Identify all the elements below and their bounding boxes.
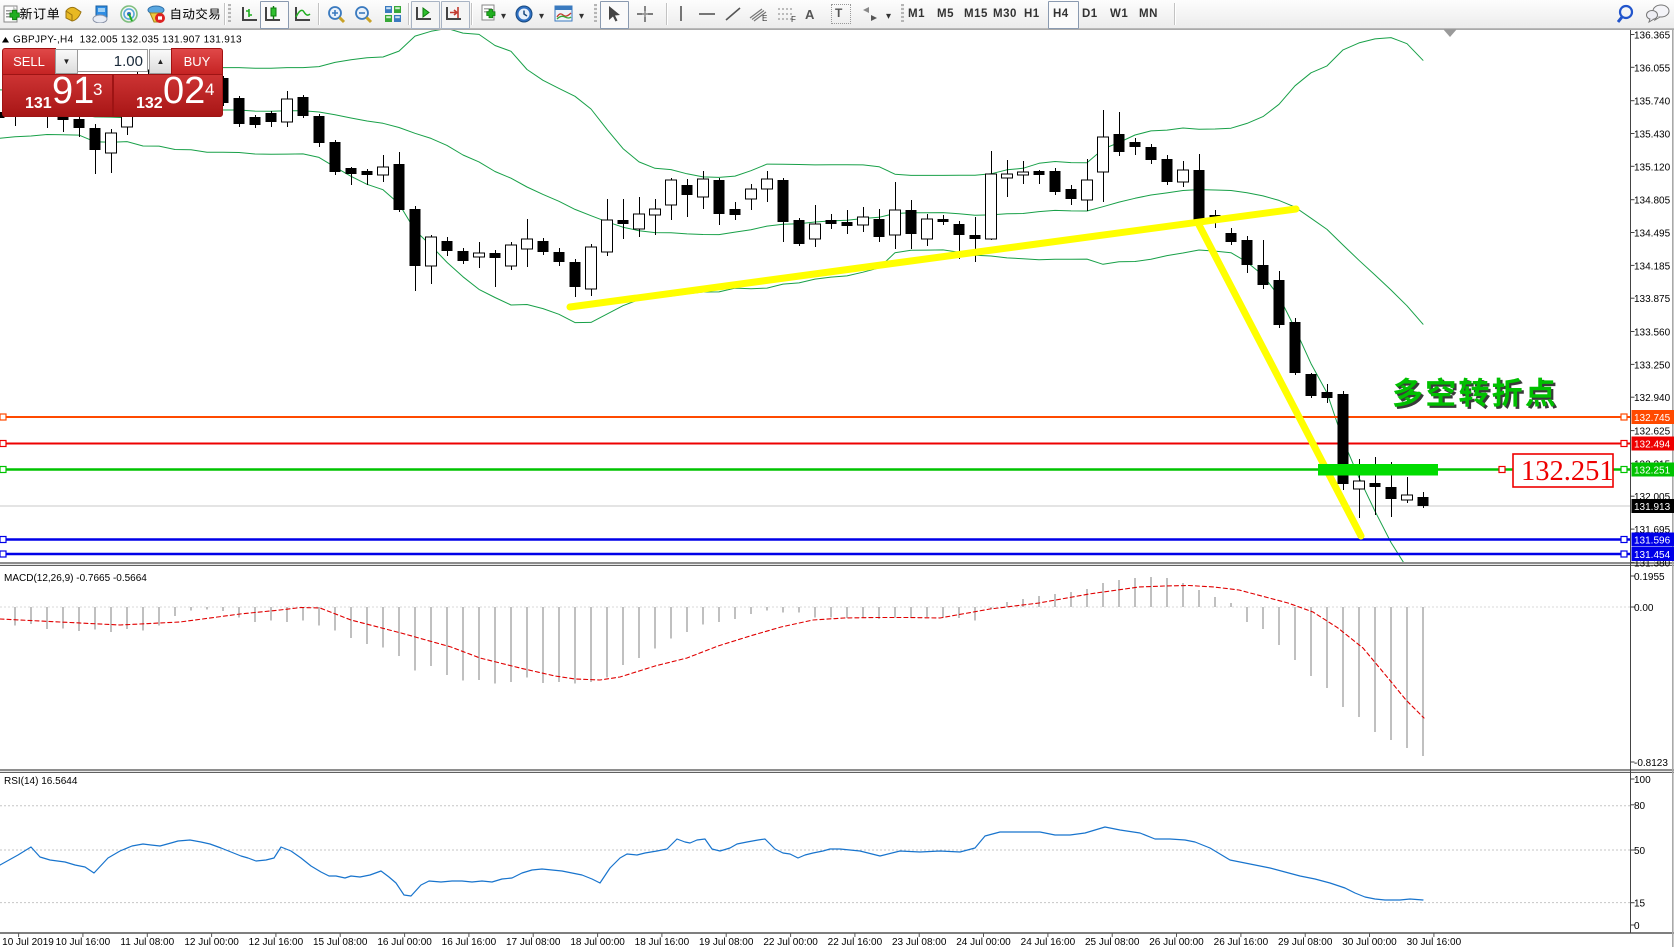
svg-text:30 Jul 00:00: 30 Jul 00:00 bbox=[1342, 937, 1397, 947]
svg-text:22 Jul 16:00: 22 Jul 16:00 bbox=[828, 937, 883, 947]
svg-text:24 Jul 16:00: 24 Jul 16:00 bbox=[1021, 937, 1076, 947]
svg-text:136.365: 136.365 bbox=[1634, 31, 1671, 42]
svg-text:0.00: 0.00 bbox=[1634, 603, 1654, 614]
svg-text:133.560: 133.560 bbox=[1634, 328, 1671, 339]
svg-text:133.250: 133.250 bbox=[1634, 360, 1671, 371]
svg-text:132.940: 132.940 bbox=[1634, 393, 1671, 404]
svg-text:GBPJPY-,H4 132.005 132.035 13: GBPJPY-,H4 132.005 132.035 131.907 131.9… bbox=[13, 35, 242, 46]
svg-text:80: 80 bbox=[1634, 801, 1646, 812]
svg-text:50: 50 bbox=[1634, 846, 1646, 857]
svg-text:11 Jul 08:00: 11 Jul 08:00 bbox=[120, 937, 174, 947]
svg-text:136.055: 136.055 bbox=[1634, 63, 1671, 74]
svg-text:16 Jul 16:00: 16 Jul 16:00 bbox=[442, 937, 497, 947]
svg-text:15: 15 bbox=[1634, 899, 1646, 910]
svg-text:26 Jul 00:00: 26 Jul 00:00 bbox=[1149, 937, 1204, 947]
svg-text:134.185: 134.185 bbox=[1634, 261, 1671, 272]
svg-text:RSI(14) 16.5644: RSI(14) 16.5644 bbox=[4, 776, 78, 787]
svg-text:0: 0 bbox=[1634, 921, 1640, 932]
svg-text:15 Jul 08:00: 15 Jul 08:00 bbox=[313, 937, 368, 947]
svg-text:132.251: 132.251 bbox=[1634, 466, 1671, 477]
svg-text:0.1955: 0.1955 bbox=[1634, 572, 1665, 583]
svg-text:23 Jul 08:00: 23 Jul 08:00 bbox=[892, 937, 947, 947]
svg-text:133.875: 133.875 bbox=[1634, 294, 1671, 305]
svg-text:22 Jul 00:00: 22 Jul 00:00 bbox=[763, 937, 818, 947]
svg-text:100: 100 bbox=[1634, 775, 1651, 786]
svg-text:MACD(12,26,9) -0.7665 -0.5664: MACD(12,26,9) -0.7665 -0.5664 bbox=[4, 573, 147, 584]
svg-text:135.430: 135.430 bbox=[1634, 130, 1671, 141]
svg-text:12 Jul 16:00: 12 Jul 16:00 bbox=[249, 937, 304, 947]
svg-text:24 Jul 00:00: 24 Jul 00:00 bbox=[956, 937, 1011, 947]
svg-text:135.740: 135.740 bbox=[1634, 97, 1671, 108]
svg-text:132.251: 132.251 bbox=[1521, 456, 1614, 487]
svg-text:29 Jul 08:00: 29 Jul 08:00 bbox=[1278, 937, 1333, 947]
svg-text:30 Jul 16:00: 30 Jul 16:00 bbox=[1407, 937, 1462, 947]
svg-text:134.495: 134.495 bbox=[1634, 229, 1671, 240]
svg-text:E: E bbox=[762, 14, 767, 23]
svg-text:131.454: 131.454 bbox=[1634, 550, 1671, 561]
svg-text:131.913: 131.913 bbox=[1634, 502, 1671, 513]
svg-text:18 Jul 16:00: 18 Jul 16:00 bbox=[635, 937, 690, 947]
svg-text:F: F bbox=[791, 15, 796, 23]
svg-text:132.625: 132.625 bbox=[1634, 427, 1671, 438]
svg-text:10 Jul 16:00: 10 Jul 16:00 bbox=[56, 937, 111, 947]
svg-text:19 Jul 08:00: 19 Jul 08:00 bbox=[699, 937, 754, 947]
svg-text:25 Jul 08:00: 25 Jul 08:00 bbox=[1085, 937, 1140, 947]
svg-text:132.494: 132.494 bbox=[1634, 440, 1671, 451]
svg-text:16 Jul 00:00: 16 Jul 00:00 bbox=[377, 937, 432, 947]
svg-text:-0.8123: -0.8123 bbox=[1634, 758, 1668, 769]
svg-text:18 Jul 00:00: 18 Jul 00:00 bbox=[570, 937, 625, 947]
svg-text:132.745: 132.745 bbox=[1634, 413, 1671, 424]
svg-text:12 Jul 00:00: 12 Jul 00:00 bbox=[184, 937, 239, 947]
svg-text:26 Jul 16:00: 26 Jul 16:00 bbox=[1214, 937, 1269, 947]
svg-text:10 Jul 2019: 10 Jul 2019 bbox=[2, 937, 54, 947]
svg-text:135.120: 135.120 bbox=[1634, 162, 1671, 173]
svg-text:131.596: 131.596 bbox=[1634, 536, 1671, 547]
svg-text:17 Jul 08:00: 17 Jul 08:00 bbox=[506, 937, 561, 947]
svg-text:134.805: 134.805 bbox=[1634, 196, 1671, 207]
